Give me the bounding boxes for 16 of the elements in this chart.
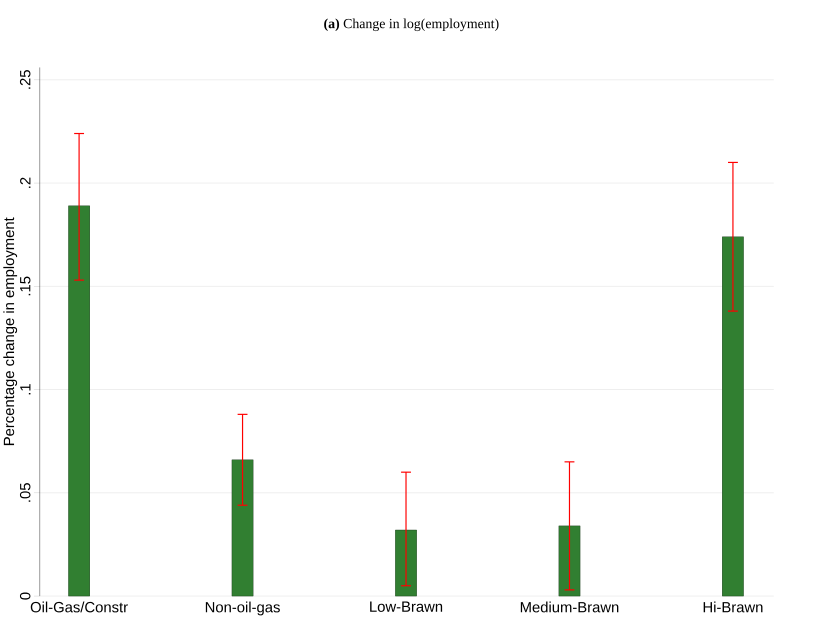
bar [68, 206, 90, 596]
x-tick-label: Medium-Brawn [520, 602, 618, 613]
y-tick-label: .05 [20, 483, 30, 502]
y-axis-title: Percentage change in employment [3, 217, 18, 446]
x-tick-label: Hi-Brawn [704, 602, 762, 613]
y-tick-label: .2 [20, 178, 30, 188]
bar [232, 460, 254, 596]
y-tick-label: .25 [20, 70, 30, 89]
x-tick-label: Low-Brawn [370, 602, 442, 612]
bar [722, 236, 744, 596]
x-tick-label: Oil-Gas/Constr [30, 602, 128, 613]
y-tick-label: .1 [20, 384, 30, 394]
chart-title: (a) Change in log(employment) [324, 18, 499, 32]
x-tick-label: Non-oil-gas [206, 602, 280, 616]
y-tick-label: .15 [20, 276, 30, 296]
y-tick-label: 0 [20, 592, 30, 600]
